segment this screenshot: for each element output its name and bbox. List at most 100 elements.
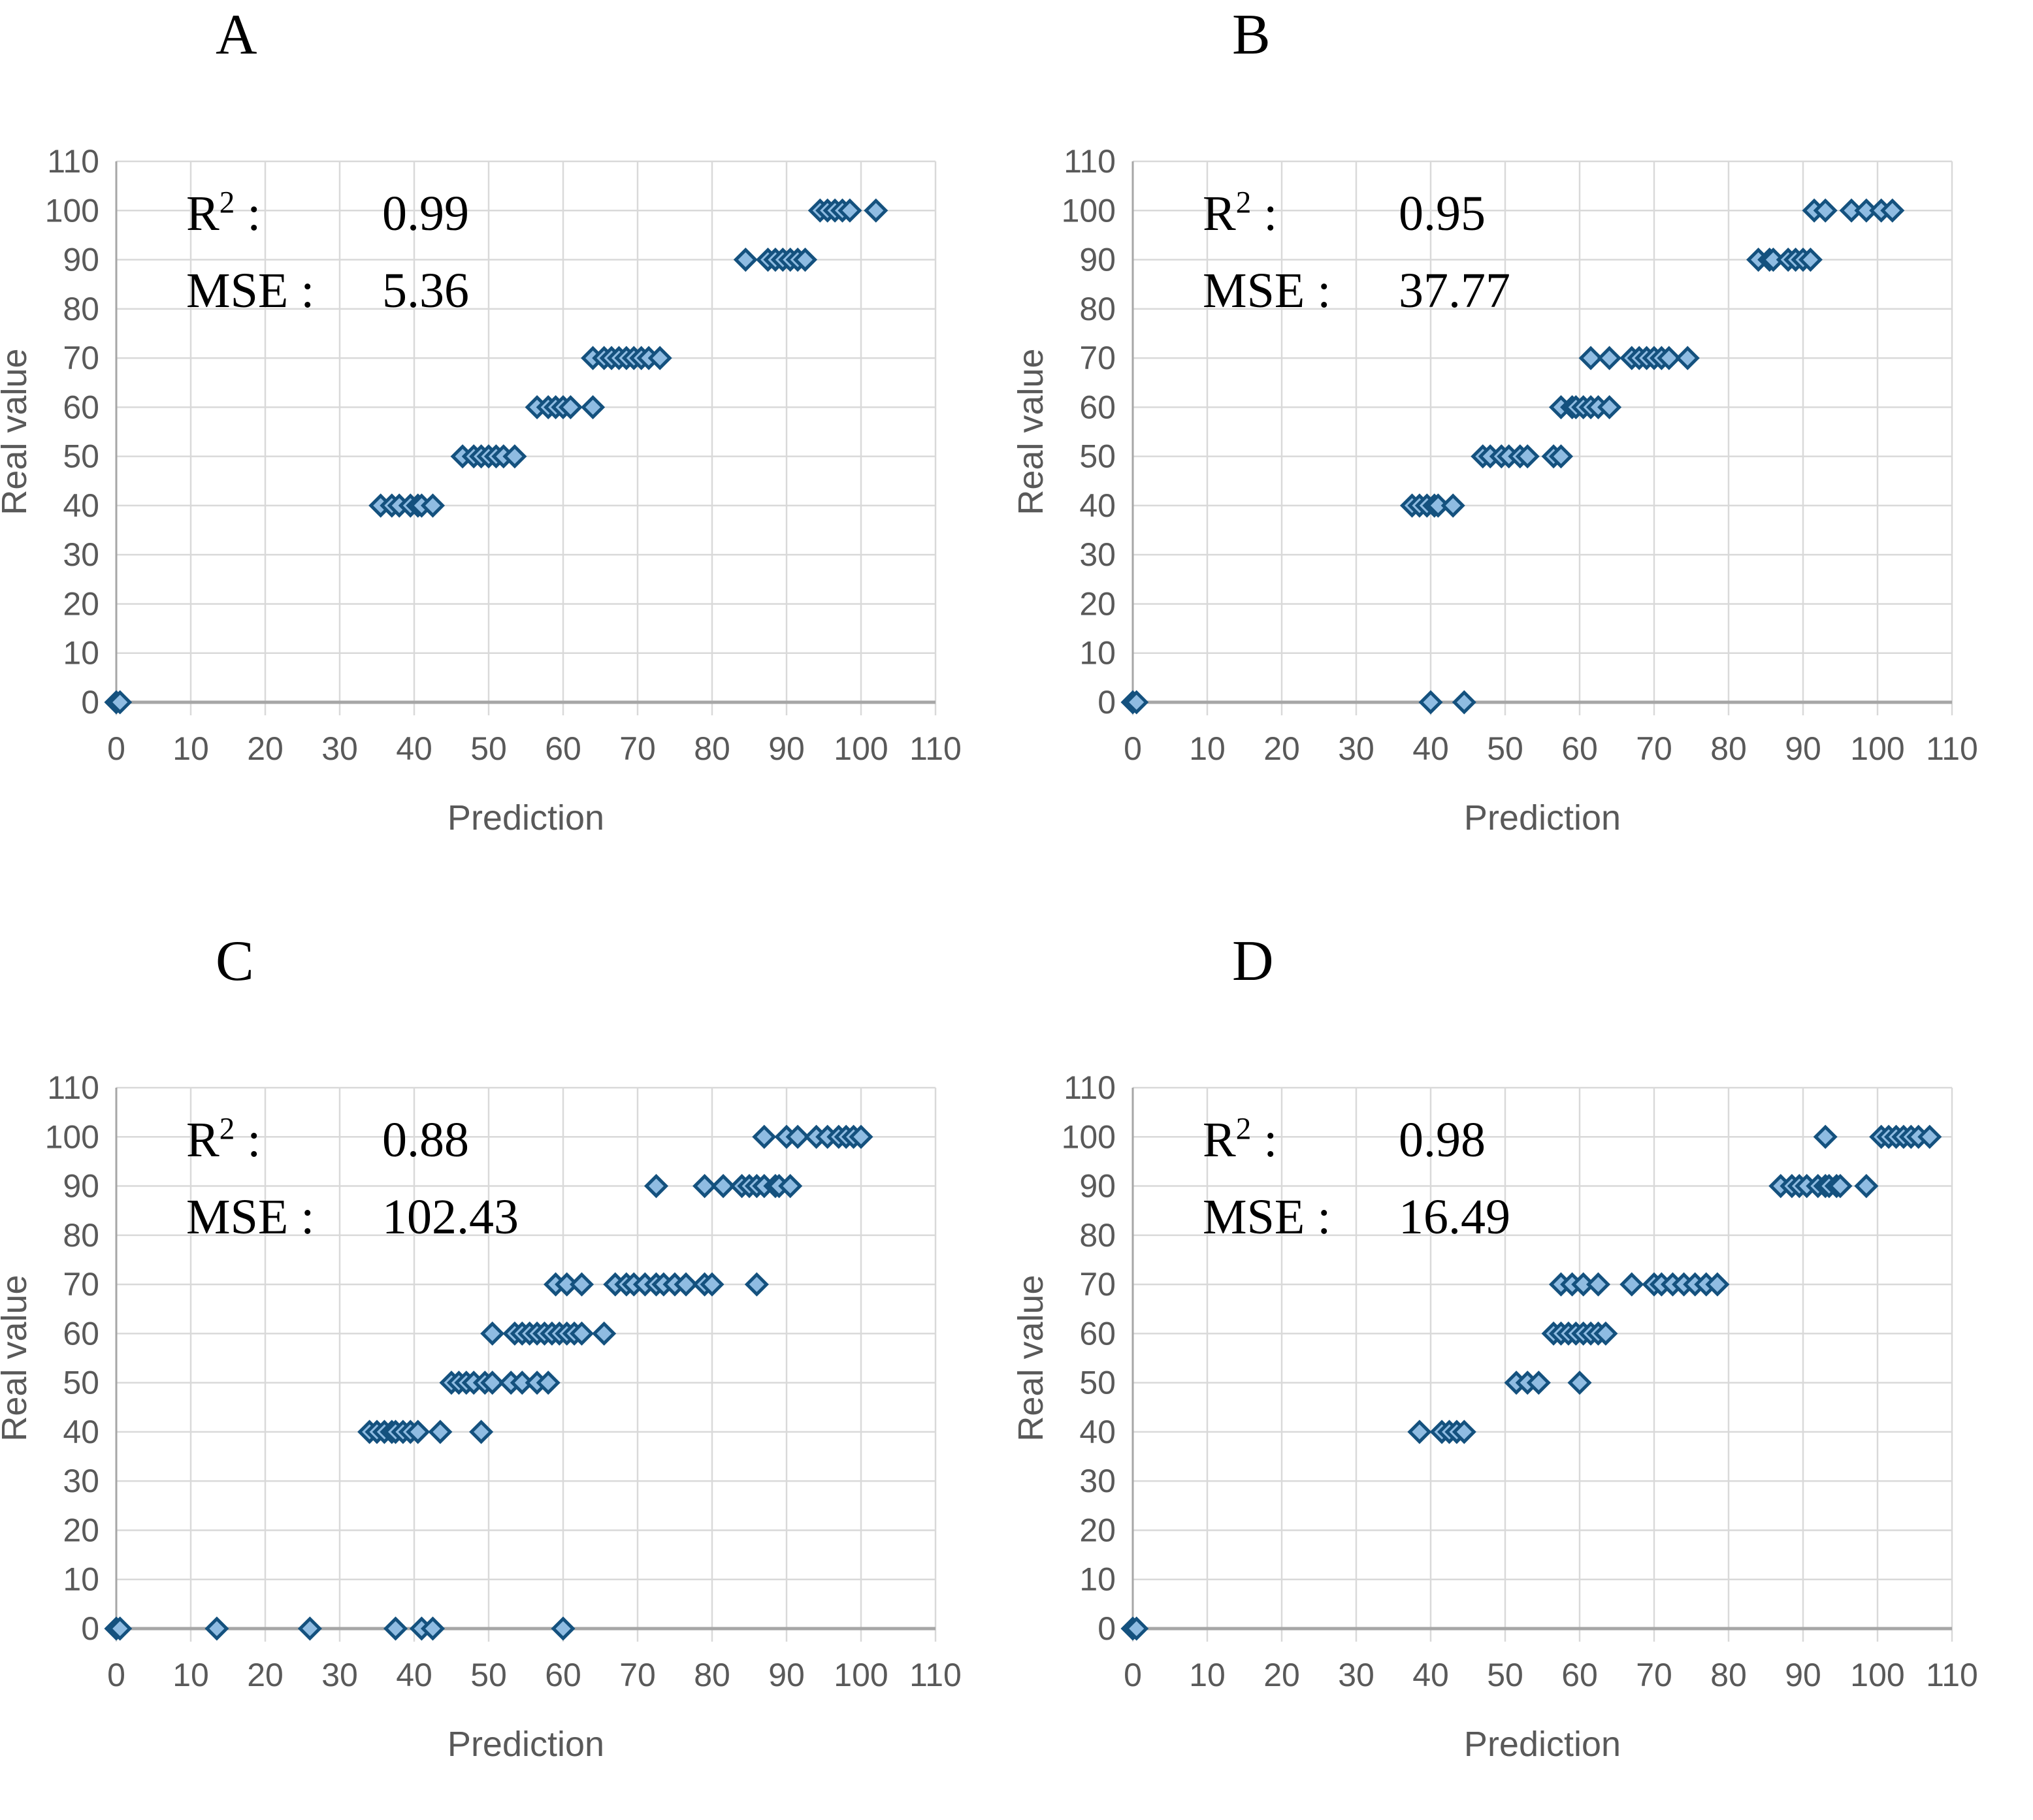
mse-colon: : bbox=[301, 263, 315, 318]
tick-labels: 0 10 20 30 40 50 60 70 80 90 100 110 0 10 20 30 40 50 60 70… bbox=[45, 143, 962, 767]
data-point bbox=[1526, 1371, 1551, 1395]
data-points-group bbox=[1120, 198, 1905, 715]
y-tick-label: 70 bbox=[63, 340, 99, 376]
data-point bbox=[1813, 198, 1838, 223]
panel-inner: D 0 10 20 30 40 50 60 70 80 90 100 110 0 10 20 30 40 50 60… bbox=[1016, 926, 2033, 1820]
data-point bbox=[778, 1174, 803, 1199]
data-point bbox=[1452, 690, 1476, 715]
panel-letter: C bbox=[216, 930, 254, 993]
data-point bbox=[1548, 444, 1574, 469]
y-tick-label: 50 bbox=[63, 438, 99, 475]
data-point bbox=[204, 1616, 229, 1641]
gridlines bbox=[1131, 160, 1953, 715]
data-point bbox=[108, 1616, 133, 1641]
r2-row: R2 :0.98 bbox=[1203, 1101, 1510, 1178]
panel-letter: A bbox=[216, 3, 257, 67]
r2-base: R bbox=[186, 1113, 220, 1167]
r2-label: R2 : bbox=[186, 175, 382, 252]
r2-sup: 2 bbox=[219, 1112, 235, 1146]
y-tick-label: 20 bbox=[63, 1512, 99, 1548]
y-tick-label: 10 bbox=[1079, 635, 1116, 672]
mse-colon: : bbox=[1317, 1190, 1331, 1244]
mse-base: MSE bbox=[1203, 1190, 1305, 1244]
data-point bbox=[864, 198, 888, 223]
data-point bbox=[1407, 1420, 1432, 1444]
data-point bbox=[700, 1272, 724, 1297]
y-tick-label: 100 bbox=[1062, 1118, 1116, 1155]
y-tick-label: 100 bbox=[1062, 192, 1116, 229]
y-tick-label: 90 bbox=[1079, 1168, 1116, 1205]
data-point bbox=[1597, 395, 1622, 419]
y-tick-label: 70 bbox=[1079, 1266, 1116, 1303]
x-tick-label: 30 bbox=[321, 1657, 358, 1693]
x-tick-label: 20 bbox=[1263, 730, 1300, 767]
panel-inner: A 0 10 20 30 40 50 60 70 80 90 100 110 0 10 20 30 40 50 60… bbox=[0, 0, 1016, 894]
x-tick-label: 40 bbox=[1412, 730, 1449, 767]
mse-base: MSE bbox=[1203, 263, 1305, 318]
x-tick-label: 30 bbox=[1338, 730, 1374, 767]
data-point bbox=[792, 248, 818, 272]
y-tick-label: 30 bbox=[1079, 1463, 1116, 1499]
r2-colon: : bbox=[1263, 186, 1278, 241]
x-tick-label: 60 bbox=[545, 730, 581, 767]
x-tick-label: 90 bbox=[1785, 1657, 1821, 1693]
y-tick-label: 110 bbox=[47, 1069, 99, 1106]
y-tick-label: 110 bbox=[47, 143, 99, 180]
data-point bbox=[1586, 1272, 1611, 1297]
data-point bbox=[1515, 444, 1540, 469]
mse-label: MSE : bbox=[186, 1178, 382, 1256]
y-tick-label: 60 bbox=[63, 389, 99, 425]
data-point bbox=[785, 1124, 810, 1149]
data-point bbox=[1675, 346, 1700, 370]
y-tick-label: 80 bbox=[1079, 291, 1116, 327]
data-point bbox=[469, 1420, 494, 1444]
x-tick-label: 60 bbox=[545, 1657, 581, 1693]
data-point bbox=[1567, 1371, 1592, 1395]
r2-colon: : bbox=[247, 1113, 261, 1167]
data-point bbox=[1452, 1420, 1476, 1444]
y-tick-label: 10 bbox=[63, 635, 99, 672]
x-tick-label: 50 bbox=[1487, 730, 1523, 767]
y-tick-label: 90 bbox=[63, 1168, 99, 1205]
scatter-panel: B 0 10 20 30 40 50 60 70 80 90 100 110 0 10 20 30 40 50 60… bbox=[1016, 0, 2033, 894]
x-tick-label: 20 bbox=[247, 1657, 284, 1693]
y-tick-label: 0 bbox=[1098, 684, 1116, 721]
r2-colon: : bbox=[1263, 1113, 1278, 1167]
r2-sup: 2 bbox=[1235, 186, 1252, 220]
data-point bbox=[647, 346, 672, 370]
x-tick-label: 70 bbox=[619, 730, 656, 767]
mse-value: 37.77 bbox=[1399, 263, 1510, 318]
mse-value: 102.43 bbox=[382, 1190, 519, 1244]
data-point bbox=[711, 1174, 736, 1199]
x-tick-label: 110 bbox=[909, 1657, 962, 1693]
r2-label: R2 : bbox=[1203, 175, 1399, 252]
scatter-chart: 0 10 20 30 40 50 60 70 80 90 100 110 0 10 20 30 40 50 60 70… bbox=[1016, 143, 1978, 837]
x-tick-label: 0 bbox=[1124, 730, 1142, 767]
mse-colon: : bbox=[1317, 263, 1331, 318]
data-point bbox=[643, 1174, 669, 1199]
x-tick-label: 20 bbox=[1263, 1657, 1300, 1693]
data-point bbox=[744, 1272, 769, 1297]
y-tick-label: 80 bbox=[63, 291, 99, 327]
data-point bbox=[674, 1272, 698, 1297]
data-point bbox=[733, 248, 758, 272]
data-point bbox=[428, 1420, 453, 1444]
mse-label: MSE : bbox=[1203, 252, 1399, 329]
x-tick-label: 110 bbox=[909, 730, 962, 767]
data-points-group bbox=[104, 198, 888, 715]
data-point bbox=[581, 395, 606, 419]
y-tick-label: 0 bbox=[81, 1610, 99, 1647]
data-point bbox=[1593, 1321, 1618, 1346]
y-tick-label: 40 bbox=[63, 487, 99, 524]
tick-labels: 0 10 20 30 40 50 60 70 80 90 100 110 0 10 20 30 40 50 60 70… bbox=[1062, 1069, 1978, 1693]
scatter-panel: A 0 10 20 30 40 50 60 70 80 90 100 110 0 10 20 30 40 50 60… bbox=[0, 0, 1016, 894]
data-point bbox=[1880, 198, 1905, 223]
x-tick-label: 100 bbox=[1850, 730, 1904, 767]
x-tick-label: 110 bbox=[1926, 730, 1978, 767]
r2-row: R2 :0.88 bbox=[186, 1101, 519, 1178]
x-tick-label: 0 bbox=[107, 1657, 125, 1693]
scatter-chart: 0 10 20 30 40 50 60 70 80 90 100 110 0 10 20 30 40 50 60 70… bbox=[0, 143, 962, 837]
y-tick-label: 80 bbox=[1079, 1217, 1116, 1254]
data-point bbox=[406, 1420, 431, 1444]
y-tick-label: 110 bbox=[1064, 1069, 1116, 1106]
